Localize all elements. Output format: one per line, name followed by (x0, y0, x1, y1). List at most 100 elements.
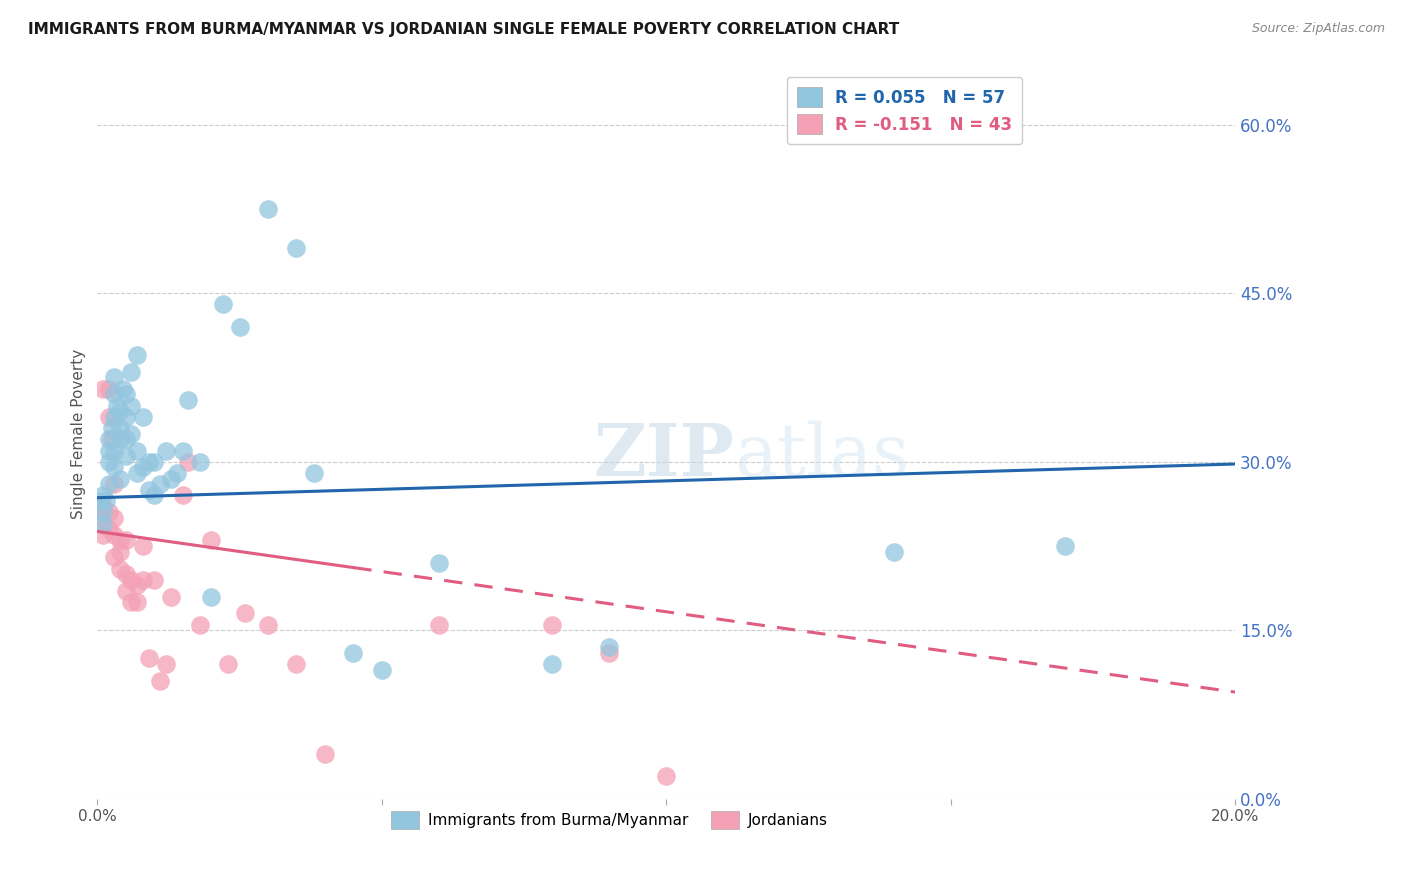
Point (111, 382, 134, 396)
Point (97, 443, 120, 458)
Point (114, 533, 136, 548)
Point (108, 432, 131, 446)
Point (541, 657, 564, 671)
Point (97, 477, 120, 491)
Point (89, 511, 111, 525)
Point (883, 544, 905, 558)
Point (302, 466, 325, 480)
Point (598, 646, 620, 660)
Point (121, 573, 143, 587)
Point (138, 483, 160, 497)
Point (97, 409, 120, 424)
Point (160, 472, 183, 486)
Point (427, 556, 450, 570)
Point (132, 539, 155, 553)
Point (103, 550, 125, 565)
Point (132, 409, 155, 424)
Y-axis label: Single Female Poverty: Single Female Poverty (72, 349, 86, 519)
Point (114, 584, 136, 599)
Point (149, 673, 172, 688)
Point (188, 455, 211, 469)
Point (103, 443, 125, 458)
Point (114, 567, 136, 582)
Point (541, 617, 564, 632)
Point (108, 561, 131, 575)
Point (172, 443, 194, 458)
Text: atlas: atlas (734, 420, 910, 491)
Legend: Immigrants from Burma/Myanmar, Jordanians: Immigrants from Burma/Myanmar, Jordanian… (385, 805, 834, 835)
Point (108, 421, 131, 435)
Point (121, 595, 143, 609)
Point (103, 460, 125, 475)
Point (103, 370, 125, 384)
Point (149, 477, 172, 491)
Point (97, 522, 120, 536)
Point (114, 409, 136, 424)
Point (103, 528, 125, 542)
Point (228, 320, 250, 334)
Text: ZIP: ZIP (593, 420, 734, 491)
Point (127, 443, 149, 458)
Point (598, 640, 620, 655)
Point (200, 590, 222, 604)
Point (108, 472, 131, 486)
Point (155, 443, 177, 458)
Point (91, 516, 114, 531)
Point (103, 511, 125, 525)
Point (143, 488, 166, 502)
Point (108, 533, 131, 548)
Point (97, 455, 120, 469)
Point (132, 573, 155, 587)
Point (217, 657, 239, 671)
Point (121, 426, 143, 441)
Point (177, 392, 200, 407)
Point (138, 455, 160, 469)
Point (371, 663, 394, 677)
Point (108, 404, 131, 418)
Point (285, 657, 308, 671)
Point (160, 590, 183, 604)
Point (172, 488, 194, 502)
Point (100, 421, 122, 435)
Point (97, 505, 120, 519)
Point (155, 657, 177, 671)
Point (342, 646, 364, 660)
Point (103, 477, 125, 491)
Point (127, 595, 149, 609)
Point (257, 617, 280, 632)
Point (91, 500, 114, 514)
Point (91, 528, 114, 542)
Point (97, 382, 120, 396)
Point (655, 769, 678, 783)
Point (257, 202, 280, 216)
Point (1053, 539, 1076, 553)
Point (100, 432, 122, 446)
Point (314, 747, 336, 761)
Point (114, 449, 136, 463)
Point (105, 399, 128, 413)
Point (91, 382, 114, 396)
Point (114, 387, 136, 401)
Point (108, 544, 131, 558)
Point (143, 455, 166, 469)
Point (127, 466, 149, 480)
Point (114, 432, 136, 446)
Point (91, 488, 114, 502)
Point (285, 241, 308, 255)
Point (427, 617, 450, 632)
Point (103, 409, 125, 424)
Point (211, 297, 233, 311)
Point (97, 432, 120, 446)
Point (143, 573, 166, 587)
Point (121, 365, 143, 379)
Point (89, 494, 111, 508)
Point (132, 460, 155, 475)
Point (200, 533, 222, 548)
Point (121, 399, 143, 413)
Point (177, 455, 200, 469)
Point (127, 348, 149, 362)
Point (91, 505, 114, 519)
Point (166, 466, 188, 480)
Text: IMMIGRANTS FROM BURMA/MYANMAR VS JORDANIAN SINGLE FEMALE POVERTY CORRELATION CHA: IMMIGRANTS FROM BURMA/MYANMAR VS JORDANI… (28, 22, 900, 37)
Point (188, 617, 211, 632)
